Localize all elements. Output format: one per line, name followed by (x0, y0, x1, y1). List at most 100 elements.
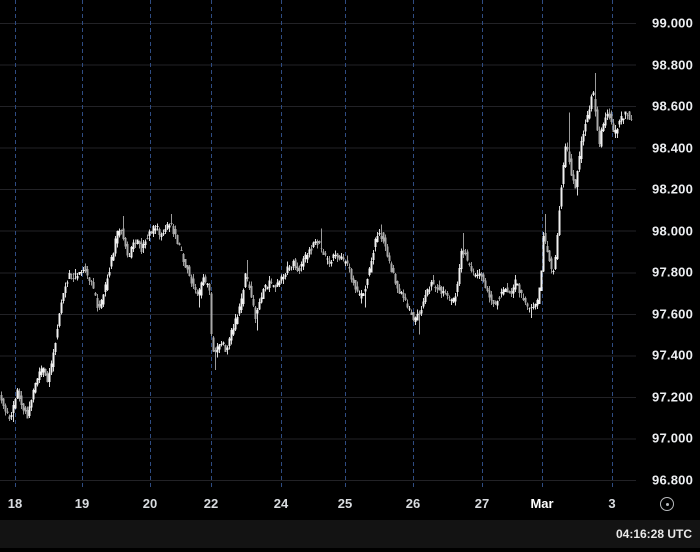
candle-body (498, 297, 501, 299)
candle-body (342, 257, 345, 260)
candle-wick (265, 284, 266, 292)
candle-body (236, 316, 239, 325)
candle-body (262, 289, 265, 299)
candle-wick (337, 252, 338, 263)
candle-body (420, 310, 423, 314)
candle-body (446, 292, 449, 296)
candle-body (152, 226, 155, 234)
time-tick-label: 18 (7, 496, 23, 511)
settings-icon[interactable] (660, 497, 674, 511)
candle-wick (199, 287, 200, 308)
price-tick-label: 97.200 (652, 389, 693, 405)
candle-wick (129, 253, 130, 257)
candle-body (268, 280, 271, 288)
candle-body (102, 294, 105, 305)
candle-body (156, 226, 159, 227)
candle-body (230, 329, 233, 341)
candle-body (468, 263, 471, 266)
candle-wick (463, 232, 464, 258)
candle-body (148, 231, 151, 237)
candle-body (418, 312, 421, 315)
candle-body (626, 114, 629, 116)
candle-body (66, 282, 69, 284)
candle-body (448, 296, 451, 298)
candle-body (586, 115, 589, 122)
candle-wick (91, 279, 92, 286)
candle-body (8, 416, 11, 420)
candle-body (556, 235, 559, 260)
candle-body (620, 116, 623, 122)
candle-body (44, 369, 47, 376)
candle-wick (187, 265, 188, 274)
candle-body (290, 266, 293, 268)
candle-body (106, 278, 109, 290)
time-tick-label: 27 (474, 496, 490, 511)
candle-body (302, 258, 305, 267)
candle-body (42, 367, 45, 373)
candle-body (280, 276, 283, 281)
candle-wick (381, 224, 382, 242)
candle-body (254, 307, 257, 319)
candle-body (334, 255, 337, 257)
candle-wick (625, 111, 626, 120)
candle-body (362, 293, 365, 296)
candle-body (628, 111, 631, 120)
candlestick-series (0, 72, 633, 422)
candle-body (348, 267, 351, 269)
candle-body (560, 187, 563, 207)
chart-canvas[interactable] (0, 0, 636, 490)
utc-clock: 04:16:28 UTC (615, 527, 692, 541)
candle-body (574, 179, 577, 189)
candle-body (518, 284, 521, 293)
price-tick-label: 98.200 (652, 181, 693, 197)
candle-body (322, 251, 325, 255)
candle-body (220, 344, 223, 346)
candle-wick (275, 284, 276, 292)
candle-body (76, 276, 79, 279)
candle-body (166, 224, 169, 230)
candle-body (548, 250, 551, 261)
candle-body (474, 274, 477, 277)
candle-body (18, 391, 21, 399)
candle-body (588, 109, 591, 119)
candle-wick (81, 270, 82, 277)
candle-wick (247, 259, 248, 282)
candle-body (406, 303, 409, 308)
candle-body (158, 228, 161, 236)
candle-wick (7, 408, 8, 415)
candle-body (196, 291, 199, 294)
candle-body (296, 266, 299, 271)
candle-body (568, 151, 571, 162)
candle-body (212, 337, 215, 352)
candle-body (492, 300, 495, 304)
candle-body (540, 270, 543, 291)
candle-body (316, 241, 319, 245)
candle-body (16, 389, 19, 399)
candle-body (460, 250, 463, 270)
candle-body (0, 394, 3, 401)
candle-body (2, 398, 5, 407)
candle-body (572, 174, 575, 181)
candle-body (360, 293, 363, 299)
candle-body (496, 300, 499, 306)
price-tick-label: 97.000 (652, 430, 693, 446)
candle-body (204, 276, 207, 283)
candle-body (216, 346, 219, 353)
price-axis[interactable]: 99.000 98.800 98.600 98.400 98.200 98.000 97.8… (636, 0, 700, 490)
candle-body (578, 156, 581, 170)
candle-body (610, 113, 613, 122)
candle-body (332, 254, 335, 259)
status-bar: 04:16:28 UTC (0, 520, 700, 548)
candle-body (532, 307, 535, 309)
candle-body (48, 372, 51, 382)
candle-body (222, 342, 225, 345)
candle-body (134, 243, 137, 245)
price-tick-label: 99.000 (652, 15, 693, 31)
candle-body (208, 283, 211, 291)
candle-wick (289, 265, 290, 272)
candle-body (512, 287, 515, 294)
time-axis[interactable]: 18 19 20 22 24 25 26 27 Mar 3 (0, 490, 636, 520)
candle-body (570, 158, 573, 176)
candle-body (270, 282, 273, 284)
